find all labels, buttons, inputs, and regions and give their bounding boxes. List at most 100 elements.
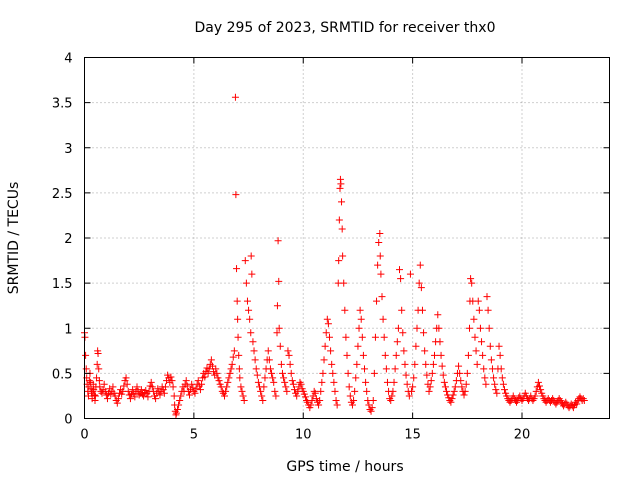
- data-point: [362, 378, 370, 386]
- y-tick-label: 0.5: [52, 367, 73, 382]
- data-point: [484, 306, 492, 314]
- data-point: [555, 395, 563, 403]
- data-point: [175, 401, 183, 409]
- data-point: [100, 380, 108, 388]
- data-point: [122, 374, 130, 382]
- data-point: [268, 369, 276, 377]
- data-point: [399, 329, 407, 337]
- data-point: [369, 396, 377, 404]
- data-point: [133, 383, 141, 391]
- data-point: [435, 324, 443, 332]
- x-tick-label: 10: [295, 428, 312, 443]
- data-point: [316, 396, 324, 404]
- data-point: [246, 315, 254, 323]
- data-point: [297, 380, 305, 388]
- data-point: [93, 360, 101, 368]
- data-point: [438, 362, 446, 370]
- data-point: [231, 93, 239, 101]
- data-point: [497, 365, 505, 373]
- data-point: [411, 360, 419, 368]
- data-point: [273, 302, 281, 310]
- data-point: [580, 396, 588, 404]
- data-point: [462, 380, 470, 388]
- data-point: [390, 378, 398, 386]
- data-point: [429, 360, 437, 368]
- data-point: [439, 371, 447, 379]
- data-point: [224, 378, 232, 386]
- y-tick-label: 3.5: [52, 97, 73, 112]
- data-point: [529, 396, 537, 404]
- data-point: [312, 395, 320, 403]
- data-point: [201, 373, 209, 381]
- axis-ticks: [84, 57, 610, 419]
- data-point: [468, 279, 476, 287]
- data-point: [194, 377, 202, 385]
- data-point: [437, 351, 445, 359]
- data-point: [518, 396, 526, 404]
- data-point: [82, 365, 90, 373]
- data-point: [275, 324, 283, 332]
- data-point: [289, 380, 297, 388]
- data-point: [461, 387, 469, 395]
- data-point: [476, 324, 484, 332]
- data-point: [486, 342, 494, 350]
- data-point: [394, 324, 402, 332]
- data-point: [408, 387, 416, 395]
- data-point: [434, 311, 442, 319]
- data-point: [410, 374, 418, 382]
- data-point: [370, 369, 378, 377]
- data-point: [172, 409, 180, 417]
- data-point: [120, 382, 128, 390]
- data-point: [376, 229, 384, 237]
- data-point: [223, 383, 231, 391]
- data-point: [239, 392, 247, 400]
- y-tick-label: 4: [64, 52, 72, 67]
- data-point: [212, 365, 220, 373]
- y-tick-label: 0: [64, 413, 72, 428]
- data-point: [293, 392, 301, 400]
- data-point: [169, 383, 177, 391]
- data-point: [573, 400, 581, 408]
- data-point: [260, 383, 268, 391]
- data-point: [490, 374, 498, 382]
- data-point: [237, 383, 245, 391]
- data-point: [161, 383, 169, 391]
- data-point: [510, 395, 518, 403]
- data-point: [532, 387, 540, 395]
- data-point: [311, 389, 319, 397]
- x-tick-label: 15: [404, 428, 421, 443]
- data-point: [144, 393, 152, 401]
- data-point: [350, 396, 358, 404]
- data-point: [204, 369, 212, 377]
- data-point: [177, 392, 185, 400]
- data-point: [222, 387, 230, 395]
- data-point: [378, 293, 386, 301]
- data-point: [467, 275, 475, 283]
- data-point: [233, 265, 241, 273]
- plot-frame: [84, 57, 610, 419]
- data-point: [358, 333, 366, 341]
- data-point: [238, 387, 246, 395]
- data-point: [562, 398, 570, 406]
- data-point: [129, 386, 137, 394]
- data-point: [232, 191, 240, 199]
- data-point: [341, 306, 349, 314]
- data-point: [196, 386, 204, 394]
- data-point: [412, 342, 420, 350]
- data-point: [417, 284, 425, 292]
- data-point: [247, 329, 255, 337]
- data-point: [242, 279, 250, 287]
- data-point: [456, 369, 464, 377]
- data-point: [191, 389, 199, 397]
- data-point: [167, 373, 175, 381]
- data-point: [471, 333, 479, 341]
- data-point: [276, 342, 284, 350]
- data-point: [371, 333, 379, 341]
- data-point: [229, 353, 237, 361]
- data-point: [94, 350, 102, 358]
- data-point: [396, 266, 403, 274]
- data-point: [240, 396, 248, 404]
- data-point: [460, 391, 468, 399]
- data-point: [403, 380, 411, 388]
